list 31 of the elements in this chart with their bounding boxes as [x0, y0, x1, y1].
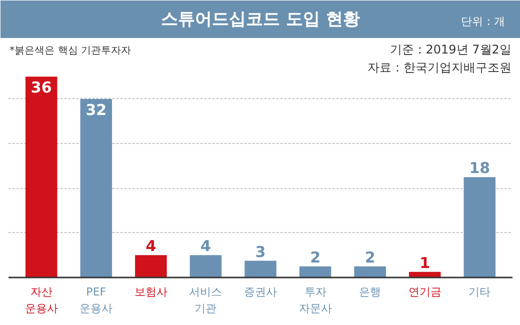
data-label: 4	[200, 237, 211, 256]
text: *붉은색은 핵심 기관투자자	[10, 46, 131, 56]
x-tick-label: 보험사	[134, 286, 168, 298]
bar	[25, 76, 58, 278]
data-label: 2	[310, 248, 320, 266]
data-label: 36	[30, 78, 52, 97]
text: 단위 : 개	[461, 14, 505, 28]
bar	[464, 177, 496, 278]
bar	[244, 260, 276, 278]
x-tick-label: 서비스 기관	[189, 286, 222, 315]
x-tick-label: 투자 자문사	[298, 286, 332, 315]
data-label: 32	[86, 100, 107, 119]
x-tick-label: 자산 운용사	[24, 286, 58, 315]
bar	[299, 266, 332, 278]
bar	[80, 98, 112, 278]
chart-title: 스튜어드십코드 도입 현황	[161, 10, 360, 30]
data-label: 2	[364, 248, 376, 266]
x-tick-label: 은행	[359, 286, 382, 298]
data-label: 4	[146, 237, 156, 256]
data-label: 1	[420, 254, 430, 272]
bar	[354, 266, 386, 278]
text: 기준 : 2019년 7월2일	[390, 42, 512, 56]
x-tick-label: 연기금	[408, 286, 442, 298]
x-tick-label: PEF 운용사	[80, 286, 113, 315]
bar	[135, 255, 167, 278]
data-label: 3	[255, 242, 266, 261]
data-label: 18	[469, 159, 490, 178]
x-tick-label: 기타	[468, 286, 491, 298]
x-tick-label: 증권사	[244, 286, 277, 298]
text: 자료 : 한국기업지배구조원	[368, 60, 512, 74]
bar	[190, 255, 222, 278]
